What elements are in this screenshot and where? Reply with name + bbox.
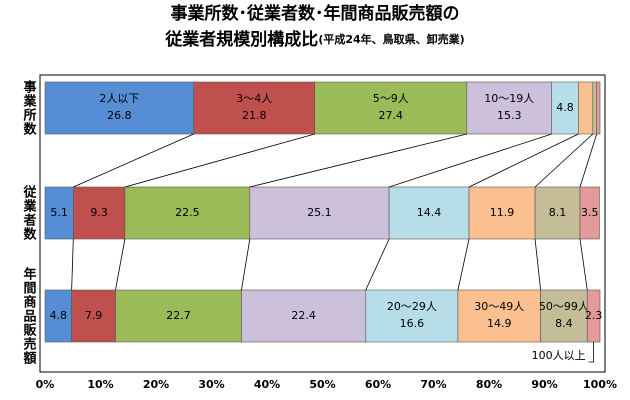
bar-segment <box>124 186 251 240</box>
segment-name: 3～4人 <box>236 92 272 105</box>
value-label: 16.6 <box>400 317 425 330</box>
value-label: 14.4 <box>417 206 442 219</box>
bar-segment <box>388 186 470 240</box>
bar-segment <box>44 81 195 135</box>
x-tick-label: 40% <box>254 378 280 391</box>
segment-name: 10～19人 <box>484 92 534 105</box>
bar-segment <box>579 186 600 240</box>
bar-segment <box>468 186 536 240</box>
connector <box>241 238 251 291</box>
x-tick-label: 20% <box>143 378 169 391</box>
row-label: 事業所数 <box>21 79 38 136</box>
segment-name: 2人以下 <box>99 92 139 105</box>
bar-segment <box>551 81 579 135</box>
value-label: 5.1 <box>50 206 68 219</box>
x-tick-label: 0% <box>36 378 55 391</box>
bar-segment <box>466 81 553 135</box>
connector <box>468 133 579 188</box>
value-label: 14.9 <box>487 317 512 330</box>
connector <box>124 133 315 188</box>
x-tick-label: 70% <box>420 378 446 391</box>
bar-segment <box>44 186 74 240</box>
value-label: 22.4 <box>291 309 316 322</box>
connector <box>388 133 552 188</box>
connector <box>71 238 74 291</box>
value-label: 22.7 <box>166 309 191 322</box>
row-label: 従業者数 <box>21 184 38 241</box>
connector <box>115 238 126 291</box>
value-label: 8.4 <box>555 317 573 330</box>
connector <box>457 238 470 291</box>
connector <box>534 238 542 291</box>
value-label: 3.5 <box>581 206 599 219</box>
title-line2: 従業者規模別構成比 <box>164 29 318 50</box>
value-label: 21.8 <box>242 109 267 122</box>
row-label: 年間商品販売額 <box>21 266 38 365</box>
value-label: 11.9 <box>490 206 515 219</box>
bar-segment <box>44 289 72 343</box>
bar-segment <box>249 186 390 240</box>
subtitle: (平成24年、鳥取県、卸売業) <box>318 32 464 46</box>
value-label: 15.3 <box>497 109 522 122</box>
bar-segment <box>457 289 541 343</box>
chart-title: 事業所数･従業者数･年間商品販売額の <box>171 3 460 24</box>
callout-line <box>588 342 595 363</box>
value-label: 26.8 <box>107 109 132 122</box>
x-tick-label: 60% <box>365 378 391 391</box>
value-label: 25.1 <box>307 206 332 219</box>
value-label: 8.1 <box>549 206 567 219</box>
segment-name: 20～29人 <box>387 300 437 313</box>
segment-name: 30～49人 <box>474 300 524 313</box>
value-label: 22.5 <box>175 206 200 219</box>
connector <box>579 133 598 188</box>
segment-name: 5～9人 <box>373 92 409 105</box>
connector <box>73 133 194 188</box>
bar-segment <box>596 81 601 135</box>
value-label: 9.3 <box>90 206 108 219</box>
connector <box>534 133 594 188</box>
x-tick-label: 50% <box>309 378 335 391</box>
bar-segment <box>365 289 459 343</box>
connector <box>249 133 467 188</box>
connector <box>365 238 390 291</box>
bar-segment <box>592 81 597 135</box>
x-tick-label: 10% <box>87 378 113 391</box>
chart-title-line2: 従業者規模別構成比(平成24年、鳥取県、卸売業) <box>164 29 464 50</box>
plot-frame <box>39 74 606 373</box>
value-label: 4.8 <box>556 101 574 114</box>
bar-segment <box>578 81 594 135</box>
x-tick-label: 90% <box>531 378 557 391</box>
segment-name: 50～99人 <box>539 300 589 313</box>
x-tick-label: 80% <box>476 378 502 391</box>
bar-segment <box>314 81 468 135</box>
value-label: 27.4 <box>379 109 404 122</box>
connector <box>579 238 588 291</box>
bar-segment <box>540 289 588 343</box>
value-label: 7.9 <box>85 309 103 322</box>
value-label: 4.8 <box>50 309 68 322</box>
callout-label: 100人以上 <box>532 349 586 362</box>
x-tick-label: 100% <box>583 378 617 391</box>
x-tick-label: 30% <box>198 378 224 391</box>
value-label: 2.3 <box>585 309 603 322</box>
bar-segment <box>241 289 367 343</box>
bar-segment <box>115 289 242 343</box>
bar-segment <box>534 186 581 240</box>
bar-segment <box>193 81 316 135</box>
